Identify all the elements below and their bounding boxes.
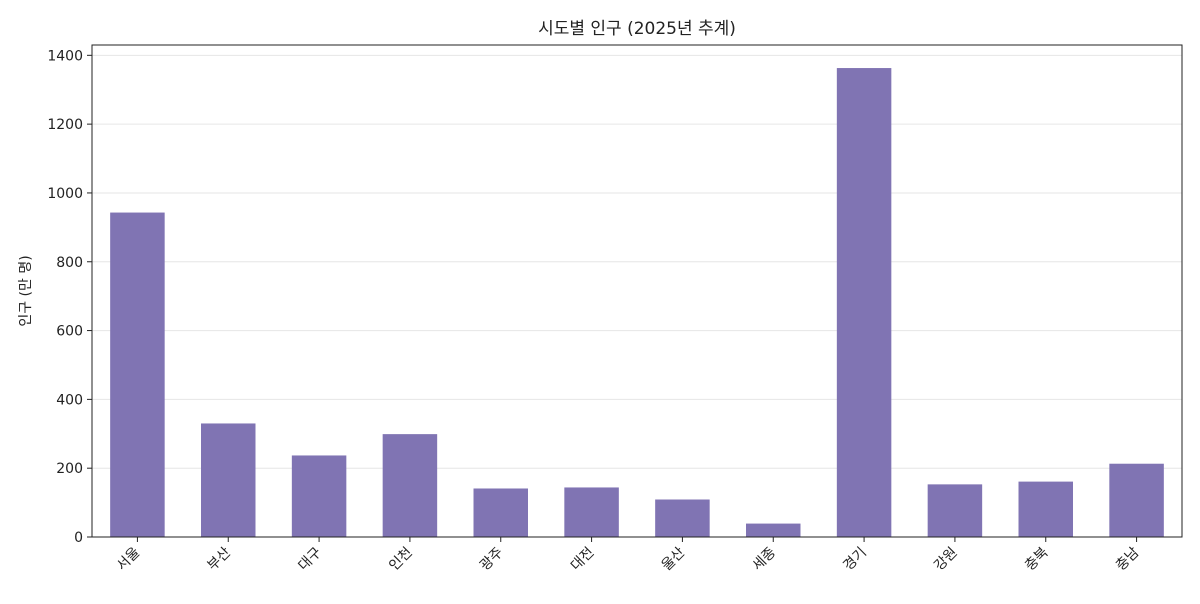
x-tick-label: 경기 — [840, 545, 870, 575]
x-tick-label: 인천 — [386, 545, 416, 575]
y-tick-label: 400 — [56, 392, 83, 408]
bar-충남 — [1109, 463, 1164, 537]
plot-frame — [91, 44, 1183, 538]
bar-광주 — [473, 488, 528, 537]
bar-서울 — [110, 212, 165, 538]
x-tick-label: 세종 — [750, 544, 780, 574]
y-tick-label: 1200 — [47, 117, 83, 133]
chart-title: 시도별 인구 (2025년 추계) — [538, 19, 736, 39]
y-axis-label: 인구 (만 명) — [18, 255, 34, 326]
bar-인천 — [382, 434, 438, 537]
bar-대구 — [291, 455, 347, 537]
y-tick-label: 800 — [56, 255, 83, 271]
x-tick-label: 서울 — [114, 544, 144, 574]
bar-강원 — [927, 484, 983, 537]
y-tick-label: 200 — [56, 461, 83, 477]
bar-부산 — [201, 423, 256, 537]
y-axis-ticks: 0 200 400 600 800 1000 1200 1400 — [47, 48, 92, 546]
x-tick-label: 대구 — [295, 544, 325, 574]
bar-세종 — [746, 523, 801, 537]
x-tick-label: 부산 — [205, 544, 235, 574]
bar-경기 — [836, 68, 892, 537]
x-tick-label: 충북 — [1022, 544, 1052, 574]
grid-lines — [92, 54, 1182, 469]
bars — [110, 68, 1164, 538]
y-tick-label: 1000 — [47, 186, 83, 202]
x-tick-label: 충남 — [1113, 544, 1143, 574]
x-tick-label: 강원 — [931, 545, 961, 575]
x-tick-label: 광주 — [477, 544, 507, 574]
bar-대전 — [564, 487, 619, 537]
bar-충북 — [1018, 481, 1073, 537]
bar-울산 — [655, 499, 710, 537]
y-tick-label: 0 — [74, 530, 83, 546]
x-tick-label: 울산 — [659, 544, 689, 574]
x-axis-ticks: 서울 부산 대구 인천 광주 대전 울산 세종 경기 강원 충북 충남 — [114, 537, 1143, 575]
y-tick-label: 600 — [56, 324, 83, 340]
x-tick-label: 대전 — [568, 545, 598, 575]
y-tick-label: 1400 — [47, 48, 83, 64]
